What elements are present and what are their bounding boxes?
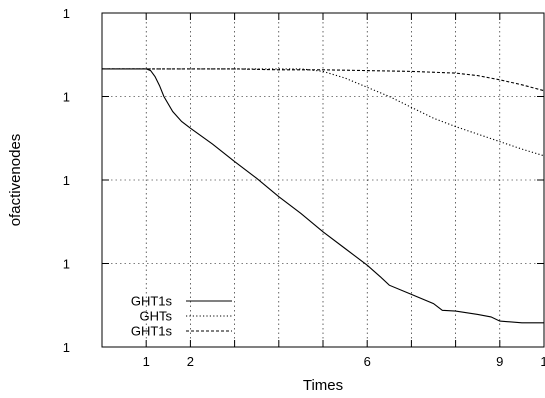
legend-label: GHT1s: [131, 324, 173, 339]
y-tick-label: 1: [63, 6, 70, 21]
x-axis-title: Times: [303, 377, 343, 394]
grid: [102, 13, 544, 347]
legend-label: GHT1s: [131, 294, 173, 309]
series-line-1: [102, 68, 544, 324]
y-tick-labels: 1 1 1 1 1: [63, 6, 70, 355]
y-tick-label: 1: [63, 257, 70, 272]
y-tick-label: 1: [63, 173, 70, 188]
series-lines: [102, 68, 545, 324]
series-line-2: [102, 68, 545, 157]
x-tick-label: 2: [187, 354, 194, 369]
x-tick-label: 6: [364, 354, 371, 369]
x-tick-label: 9: [496, 354, 503, 369]
x-tick-label: 1: [540, 354, 545, 369]
legend-label: GHTs: [140, 309, 173, 324]
axis-ticks: [102, 12, 545, 348]
series-line-3: [102, 68, 545, 92]
y-axis-title: ofactivenodes: [7, 134, 24, 227]
x-tick-labels: 1 2 6 9 1: [143, 354, 545, 369]
y-tick-label: 1: [63, 340, 70, 355]
x-tick-label: 1: [143, 354, 150, 369]
y-tick-label: 1: [63, 90, 70, 105]
